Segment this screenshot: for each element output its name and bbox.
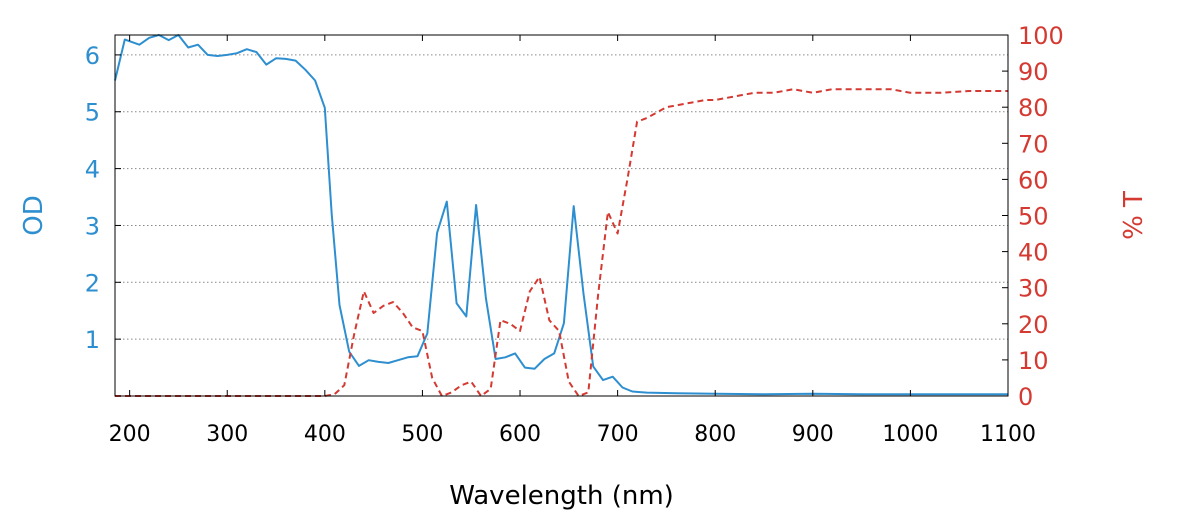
od-series-line: [114, 34, 1008, 396]
x-tick-label: 300: [206, 422, 248, 447]
right-tick-label: 40: [1018, 239, 1049, 267]
x-tick-label: 900: [792, 422, 834, 447]
right-tick-label: 100: [1018, 22, 1064, 50]
tick-layer: 200 300 400 500 600 700 800 900 1000 110012345601…: [85, 22, 1064, 447]
x-tick-label: 1000: [882, 422, 938, 447]
label-layer: Wavelength (nm) OD % T: [19, 191, 1149, 511]
left-tick-label: 6: [85, 42, 100, 70]
plot-frame: [114, 34, 1009, 397]
right-tick-label: 80: [1018, 94, 1049, 122]
series-layer: [114, 34, 1008, 397]
x-tick-label: 400: [304, 422, 346, 447]
x-tick-label: 1100: [980, 422, 1036, 447]
x-tick-label: 200: [109, 422, 151, 447]
right-tick-label: 10: [1018, 347, 1049, 375]
right-tick-label: 70: [1018, 130, 1049, 158]
x-tick-label: 800: [694, 422, 736, 447]
x-tick-label: 700: [597, 422, 639, 447]
right-tick-label: 0: [1018, 383, 1033, 411]
right-tick-label: 30: [1018, 275, 1049, 303]
right-tick-label: 50: [1018, 203, 1049, 231]
x-tick-label: 500: [401, 422, 443, 447]
t-series-line: [115, 88, 1008, 397]
x-axis-label: Wavelength (nm): [449, 481, 674, 511]
gridlines: [115, 54, 1008, 340]
right-tick-label: 60: [1018, 166, 1049, 194]
left-tick-label: 3: [85, 212, 100, 240]
right-tick-label: 20: [1018, 311, 1049, 339]
left-tick-label: 5: [85, 99, 100, 127]
x-tick-label: 600: [499, 422, 541, 447]
left-tick-label: 2: [85, 269, 100, 297]
left-axis-label: OD: [19, 195, 49, 236]
left-tick-label: 4: [85, 156, 100, 184]
right-axis-label: % T: [1119, 191, 1149, 240]
left-tick-label: 1: [85, 326, 100, 354]
right-tick-label: 90: [1018, 58, 1049, 86]
